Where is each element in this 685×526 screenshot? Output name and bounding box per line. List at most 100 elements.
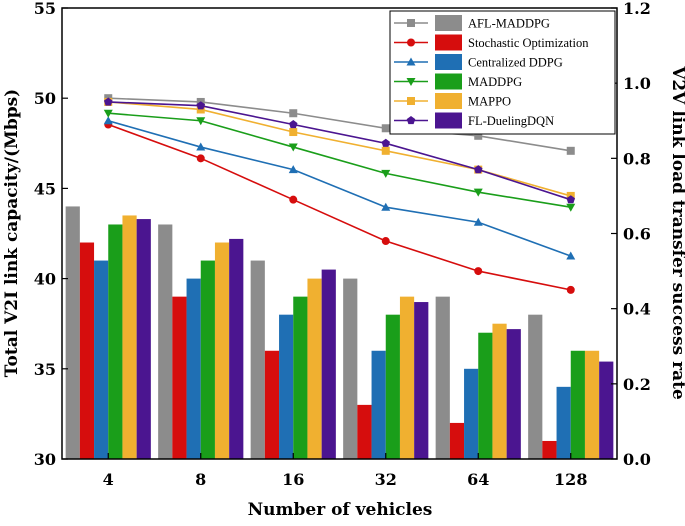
legend-bar-swatch bbox=[435, 34, 462, 51]
series-line bbox=[108, 101, 571, 201]
y2-tick-label: 1.2 bbox=[623, 0, 651, 18]
series-point bbox=[196, 105, 205, 114]
series-point bbox=[381, 169, 391, 178]
y-tick-label: 55 bbox=[34, 0, 56, 18]
series-point bbox=[381, 237, 390, 246]
y2-tick-label: 0.6 bbox=[623, 225, 651, 244]
legend-bar-swatch bbox=[435, 112, 462, 129]
x-tick-label: 32 bbox=[375, 470, 397, 489]
series-line bbox=[108, 119, 572, 257]
bar bbox=[307, 278, 322, 459]
y-tick-label: 30 bbox=[34, 450, 56, 469]
series-point bbox=[381, 138, 390, 147]
series-point bbox=[289, 109, 298, 118]
series-point bbox=[381, 202, 391, 211]
y-tick-label: 40 bbox=[34, 270, 56, 289]
bar bbox=[94, 260, 109, 459]
series-point bbox=[381, 124, 390, 133]
legend-label: FL-DuelingDQN bbox=[468, 114, 554, 128]
bar bbox=[264, 350, 280, 459]
series-point bbox=[566, 195, 575, 204]
y-tick-label: 50 bbox=[34, 89, 56, 108]
bar bbox=[186, 278, 201, 459]
legend-marker bbox=[407, 38, 415, 47]
series-point bbox=[473, 188, 483, 197]
series-point bbox=[196, 142, 206, 151]
bar bbox=[293, 296, 308, 459]
bar bbox=[414, 302, 429, 459]
y-tick-label: 45 bbox=[34, 179, 56, 198]
legend-label: Stochastic Optimization bbox=[468, 36, 589, 50]
x-tick-label: 64 bbox=[467, 470, 489, 489]
legend-label: MAPPO bbox=[468, 95, 511, 109]
series-point bbox=[566, 203, 576, 212]
bar bbox=[321, 269, 336, 459]
bar bbox=[599, 361, 614, 459]
bar bbox=[200, 260, 215, 459]
series-point bbox=[196, 101, 205, 110]
bar bbox=[172, 296, 187, 459]
bar bbox=[214, 242, 230, 459]
series-point bbox=[196, 154, 205, 163]
x-axis-title: Number of vehicles bbox=[248, 500, 433, 520]
x-tick-label: 128 bbox=[554, 470, 587, 489]
series-point bbox=[103, 109, 113, 118]
bar bbox=[464, 368, 479, 459]
series-point bbox=[196, 117, 206, 126]
legend-marker bbox=[407, 97, 415, 105]
series-point bbox=[474, 267, 483, 276]
series-point bbox=[289, 128, 298, 137]
bar bbox=[570, 350, 585, 459]
y-axis-title: Total V2I link capacity/(Mbps) bbox=[2, 89, 22, 377]
bar bbox=[122, 215, 137, 459]
series-point bbox=[381, 146, 390, 155]
series-point bbox=[288, 143, 298, 152]
bar bbox=[528, 314, 543, 459]
bar bbox=[65, 206, 80, 459]
bar bbox=[108, 224, 123, 459]
series-line bbox=[108, 97, 571, 152]
bar bbox=[584, 350, 600, 459]
bar bbox=[158, 224, 173, 459]
x-tick-label: 4 bbox=[103, 470, 114, 489]
legend-bar-swatch bbox=[435, 73, 462, 90]
bar bbox=[343, 278, 358, 459]
series-line bbox=[108, 112, 571, 208]
series-point bbox=[289, 195, 298, 204]
legend-box bbox=[389, 10, 616, 135]
y2-tick-label: 1.0 bbox=[623, 74, 651, 93]
bar bbox=[136, 219, 151, 459]
bar bbox=[371, 350, 386, 459]
y2-tick-label: 0.2 bbox=[623, 375, 651, 394]
legend-label: Centralized DDPG bbox=[468, 56, 563, 70]
series-point bbox=[288, 165, 298, 174]
y2-axis-title: V2V link load transfer success rate bbox=[668, 65, 685, 400]
series-point bbox=[103, 116, 113, 125]
series-point bbox=[566, 146, 575, 155]
series-point bbox=[474, 165, 483, 174]
series-point bbox=[566, 251, 576, 260]
bar bbox=[385, 314, 400, 459]
bar bbox=[279, 314, 294, 459]
legend-marker bbox=[406, 116, 416, 125]
bar bbox=[478, 332, 493, 459]
legend-marker bbox=[406, 78, 416, 86]
bar bbox=[556, 386, 571, 459]
bar bbox=[79, 242, 95, 459]
bar bbox=[250, 260, 265, 459]
x-tick-label: 16 bbox=[282, 470, 304, 489]
bar bbox=[542, 440, 557, 459]
x-tick-label: 8 bbox=[195, 470, 206, 489]
series-point bbox=[474, 131, 483, 140]
bar bbox=[435, 296, 450, 459]
legend-marker bbox=[407, 19, 415, 27]
legend-label: MADDPG bbox=[468, 75, 522, 89]
legend-bar-swatch bbox=[435, 15, 462, 31]
y2-tick-label: 0.4 bbox=[623, 300, 651, 319]
series-point bbox=[473, 217, 483, 226]
series-point bbox=[566, 285, 575, 294]
bar bbox=[357, 404, 372, 459]
series-point bbox=[289, 120, 298, 129]
